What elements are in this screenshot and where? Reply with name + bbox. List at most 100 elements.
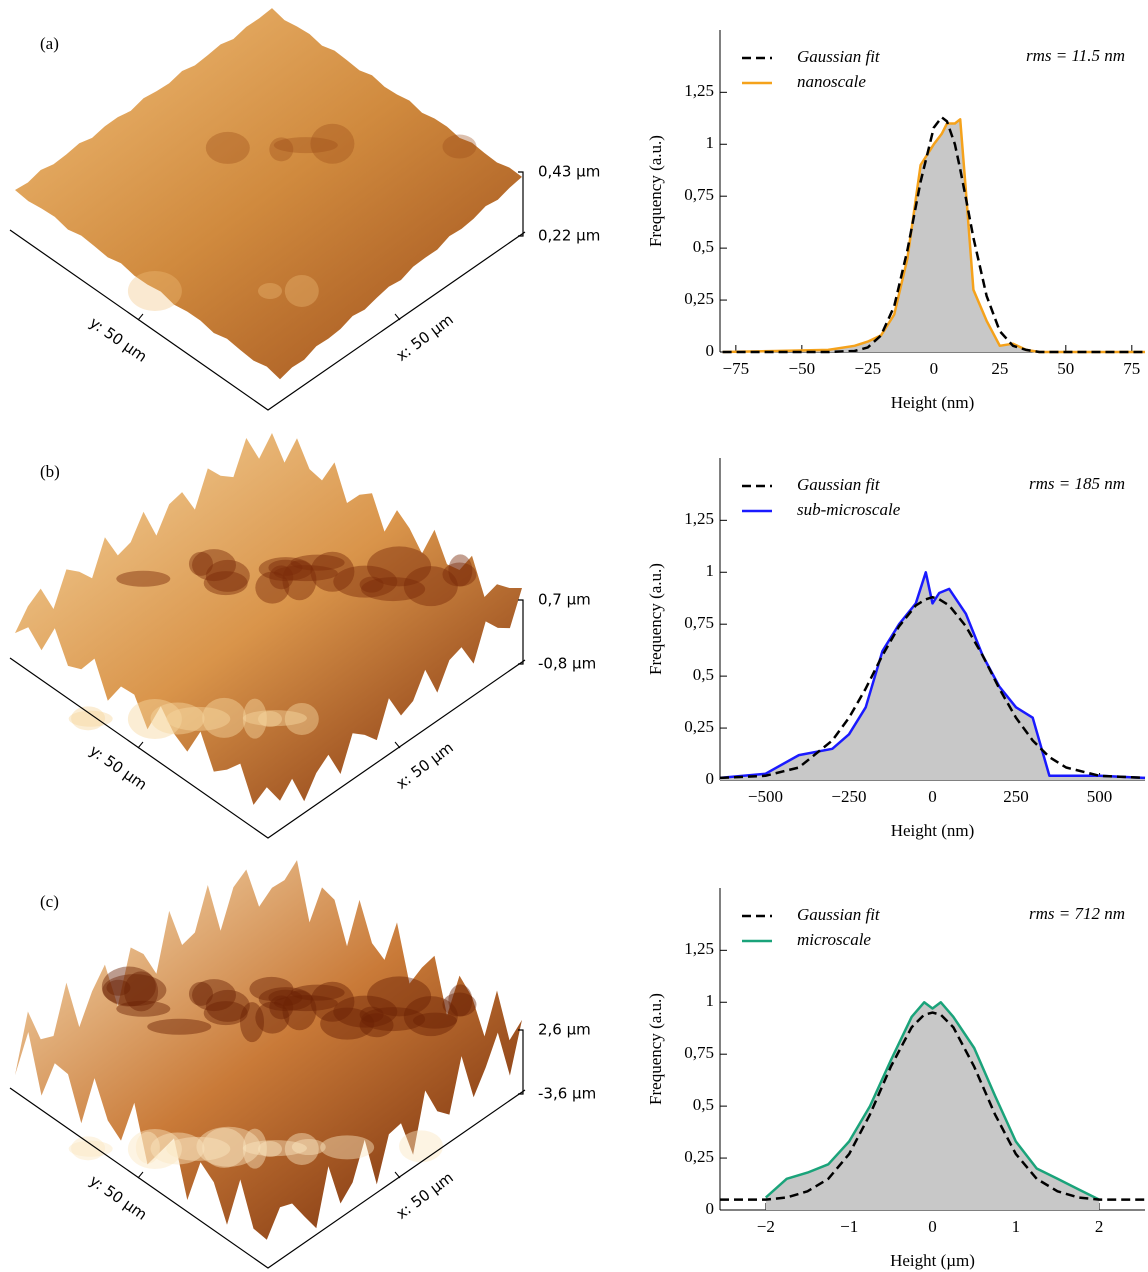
x-axis-label: Height (µm): [890, 1251, 975, 1270]
surface-feature: [320, 1135, 375, 1160]
y-tick-label: 1,25: [684, 939, 714, 958]
x-axis-label: Height (nm): [891, 393, 975, 412]
surface-feature: [333, 565, 398, 598]
x-tick-label: 2: [1095, 1217, 1104, 1236]
surface-feature: [240, 1002, 265, 1043]
surface-feature: [101, 966, 156, 1007]
fit-line: [720, 1011, 1145, 1201]
legend-label: Gaussian fit: [797, 47, 881, 66]
x-tick-label: −2: [757, 1217, 775, 1236]
surface-feature: [124, 971, 159, 1012]
surface-feature: [242, 1140, 307, 1157]
y-tick-label: 1: [706, 133, 715, 152]
x-tick-label: 0: [928, 787, 937, 806]
surface-feature: [127, 270, 182, 311]
x-tick-label: −250: [831, 787, 866, 806]
legend-label: Gaussian fit: [797, 475, 881, 494]
surface-feature: [282, 560, 317, 601]
x-axis-label: Height (nm): [891, 821, 975, 840]
y-tick-label: 0: [706, 1199, 715, 1218]
surface-tick: [137, 1171, 144, 1179]
surface-feature: [191, 549, 236, 582]
surface-feature: [258, 1141, 282, 1157]
panel: y: 50 µm x: 50 µm2,6 µm-3,6 µm(c)00,250,5…: [9, 860, 1145, 1270]
surface-feature: [127, 1128, 182, 1169]
surface-x-label: x: 50 µm: [393, 738, 457, 793]
surface-axis: [9, 229, 526, 411]
z-axis: [518, 599, 524, 665]
surface-feature: [188, 981, 213, 1006]
surface-feature: [147, 1018, 212, 1035]
panel-label: (a): [40, 34, 59, 53]
panel-label: (b): [40, 462, 60, 481]
surface-axis: [9, 657, 526, 839]
surface-axis: [9, 1087, 526, 1269]
surface-feature: [448, 984, 473, 1017]
surface-feature: [258, 711, 282, 727]
surface-feature: [68, 710, 113, 727]
afm-surface: [15, 860, 522, 1240]
surface-feature: [116, 570, 171, 587]
x-tick-label: 250: [1003, 787, 1029, 806]
surface-feature: [310, 123, 355, 164]
surface-feature: [205, 989, 250, 1022]
surface-feature: [284, 274, 319, 307]
fit-line: [722, 116, 1145, 354]
z-tick-label: 0,7 µm: [538, 591, 591, 609]
surface-feature: [442, 562, 477, 587]
y-tick-label: 0: [706, 341, 715, 360]
histogram-area: [720, 572, 1145, 780]
x-tick-label: −500: [748, 787, 783, 806]
surface-feature: [255, 571, 290, 604]
x-tick-label: 1: [1012, 1217, 1021, 1236]
legend-label: sub-microscale: [797, 500, 901, 519]
surface-feature: [242, 698, 267, 739]
y-axis-label: Frequency (a.u.): [646, 563, 665, 675]
surface-feature: [333, 995, 398, 1028]
x-tick-label: −1: [840, 1217, 858, 1236]
x-tick-label: 0: [928, 1217, 937, 1236]
y-tick-label: 0,5: [693, 1095, 714, 1114]
surface-feature: [442, 134, 477, 159]
surface-feature: [71, 706, 106, 731]
surface-feature: [269, 995, 294, 1020]
surface-feature: [68, 1140, 113, 1157]
surface-feature: [310, 551, 355, 592]
surface-feature: [403, 566, 458, 607]
annotation: rms = 11.5 nm: [1026, 46, 1125, 65]
surface-feature: [249, 976, 294, 1001]
surface-feature: [127, 698, 182, 739]
y-tick-label: 0,5: [693, 237, 714, 256]
surface-feature: [361, 1007, 426, 1032]
surface-feature: [442, 992, 477, 1017]
y-tick-label: 0: [706, 769, 715, 788]
legend-label: Gaussian fit: [797, 905, 881, 924]
surface-feature: [361, 577, 426, 602]
surface-feature: [106, 979, 131, 996]
surface-feature: [203, 1001, 248, 1026]
y-tick-label: 0,75: [684, 1043, 714, 1062]
surface-feature: [258, 557, 313, 582]
surface-x-label: x: 50 µm: [393, 310, 457, 365]
surface-feature: [202, 697, 247, 738]
surface-feature: [282, 990, 317, 1031]
z-tick-label: -0,8 µm: [538, 655, 596, 673]
surface-feature: [273, 995, 338, 1012]
surface-feature: [310, 981, 355, 1022]
z-axis: [518, 171, 524, 237]
surface-tick: [137, 741, 144, 749]
afm-surface: [15, 8, 522, 380]
surface-feature: [205, 131, 250, 164]
x-tick-label: 75: [1123, 359, 1140, 378]
surface-feature: [284, 1132, 319, 1165]
surface-feature: [188, 551, 213, 576]
annotation: rms = 712 nm: [1029, 904, 1125, 923]
y-tick-label: 0,25: [684, 1147, 714, 1166]
data-line: [719, 571, 1146, 780]
data-line: [764, 1001, 1100, 1201]
surface-feature: [320, 1007, 375, 1040]
surface-feature: [367, 976, 432, 1017]
surface-feature: [290, 984, 345, 1001]
y-tick-label: 1: [706, 561, 715, 580]
surface-feature: [150, 1132, 205, 1165]
